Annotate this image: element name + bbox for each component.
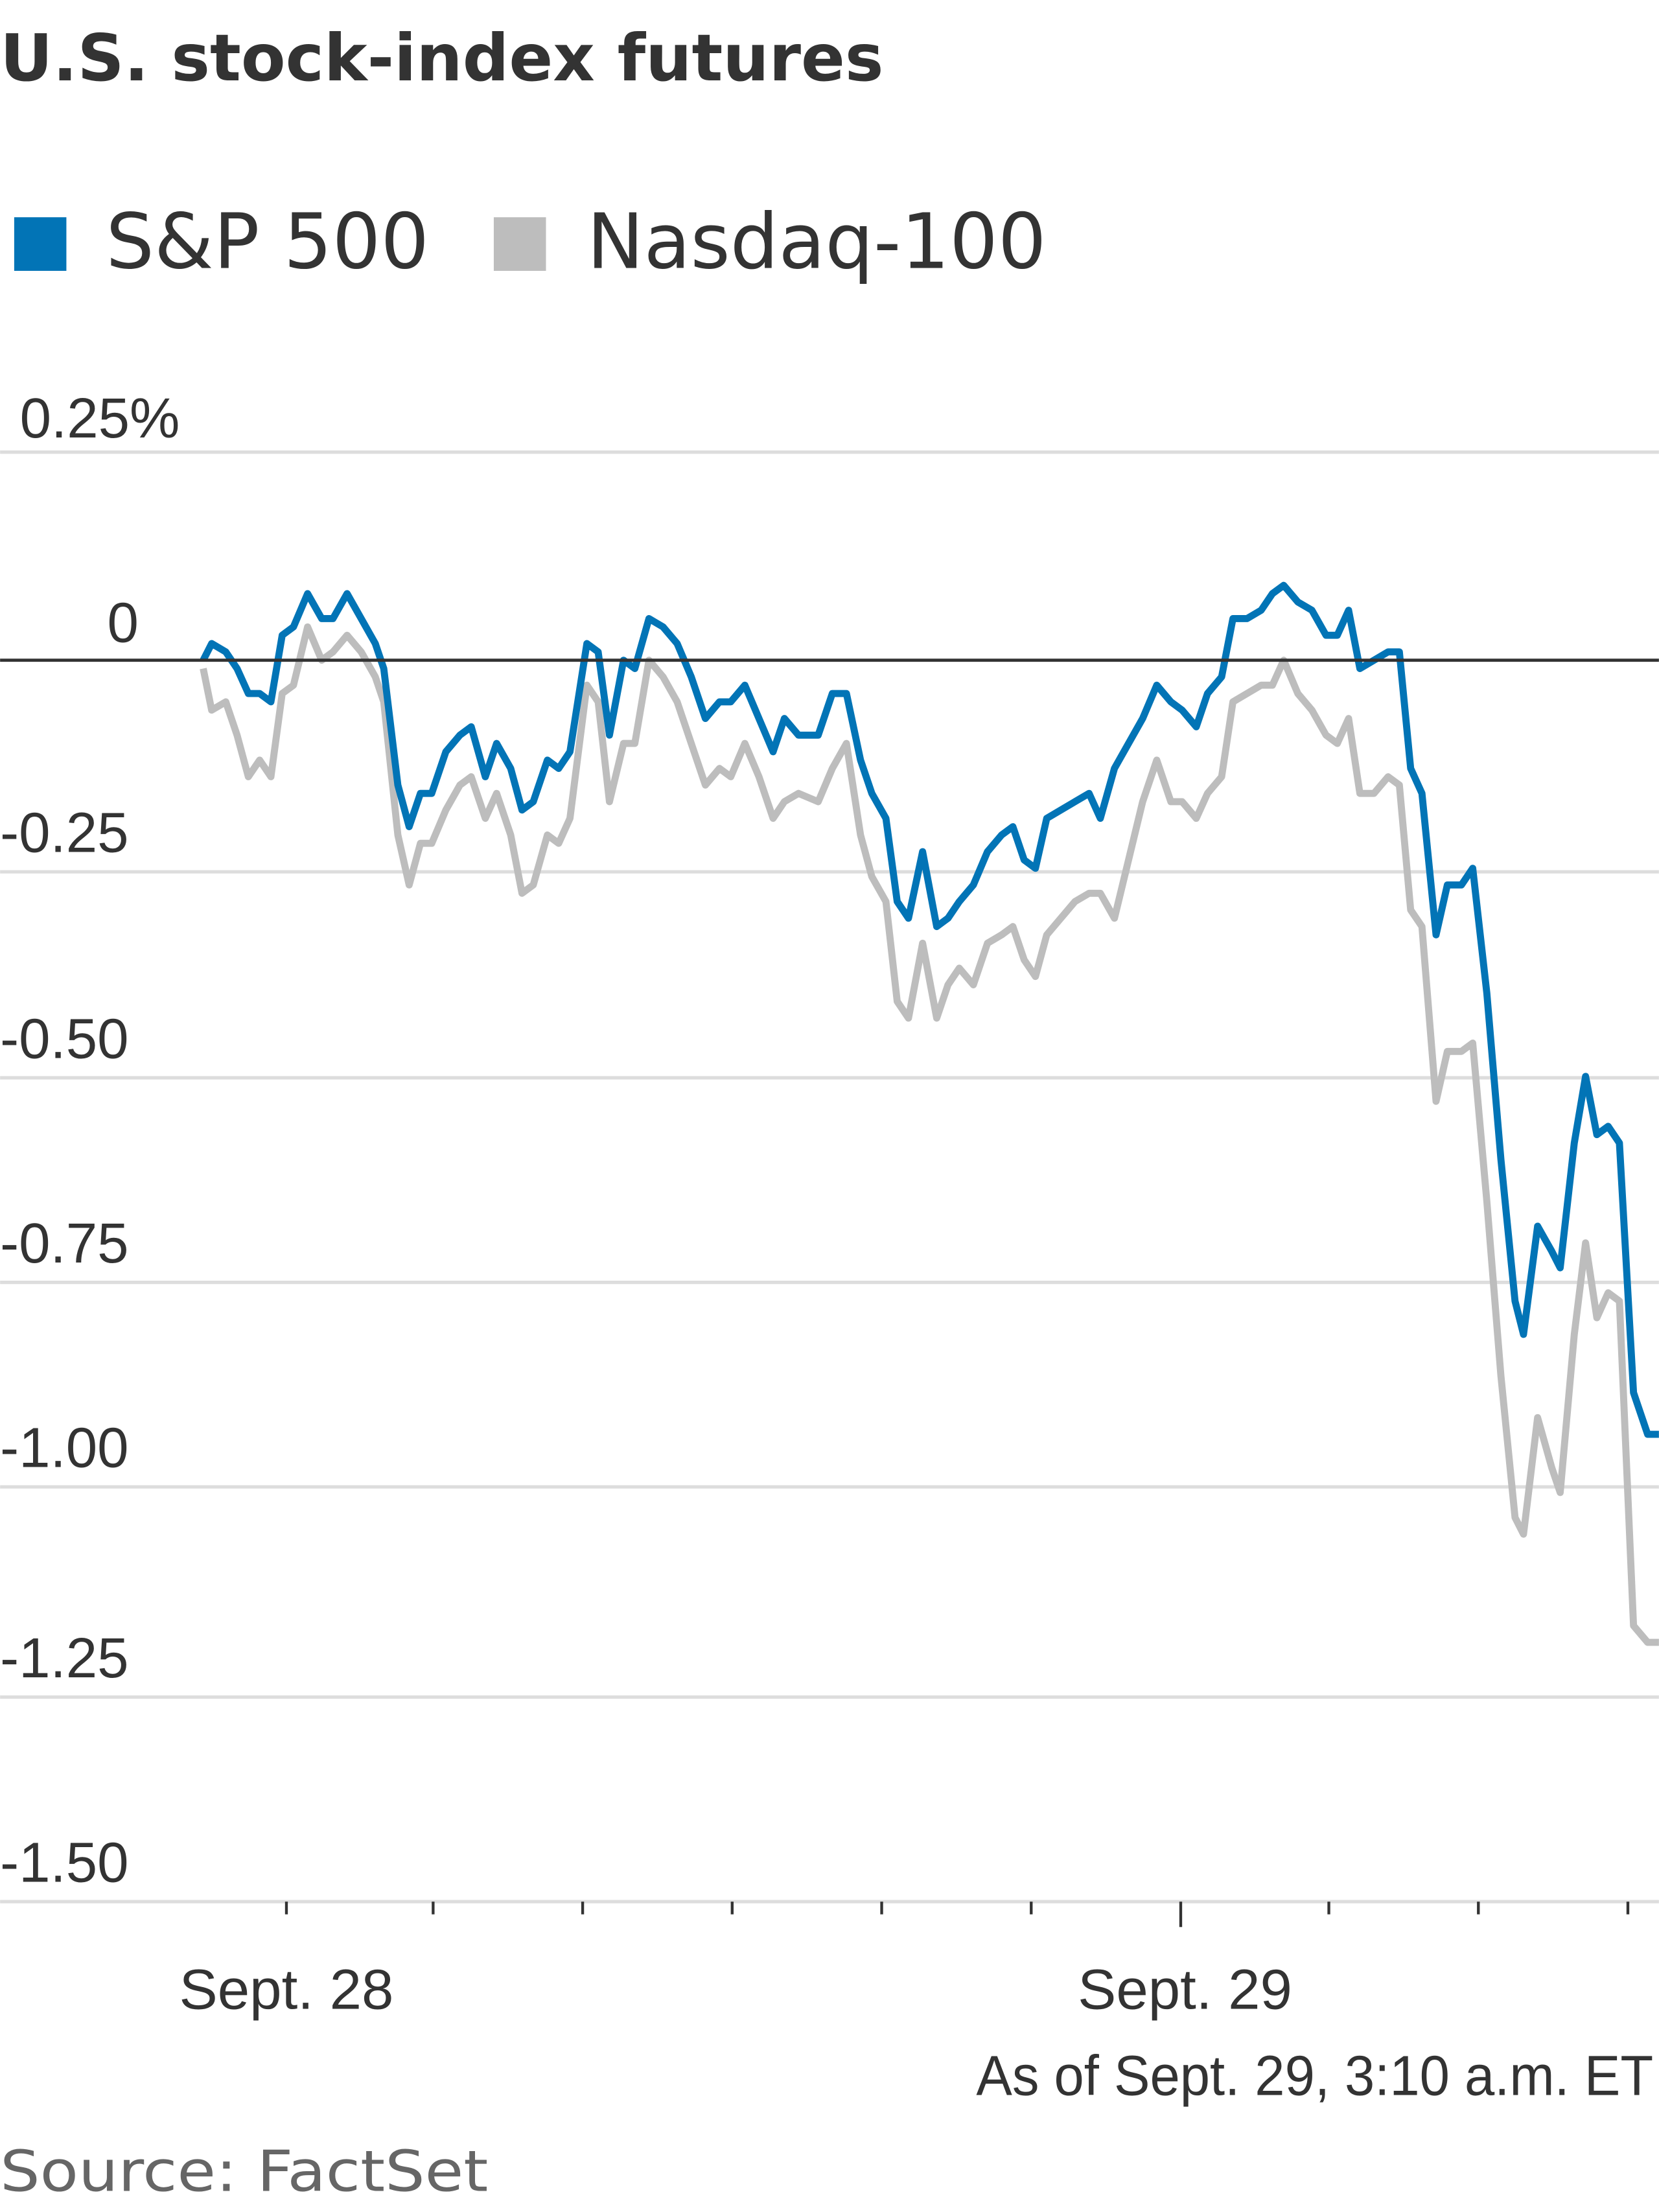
y-tick-label: -1.00 <box>0 1417 128 1480</box>
y-tick-label: -1.25 <box>0 1627 128 1690</box>
y-tick-label: 0 <box>108 591 139 654</box>
x-tick-label-sept28: Sept. 28 <box>180 1959 394 2021</box>
y-tick-label: -0.50 <box>0 1007 128 1070</box>
x-tick-label-sept29: Sept. 29 <box>1078 1959 1292 2021</box>
sp500-line <box>200 581 1659 1438</box>
source-note: Source: FactSet <box>0 2138 488 2204</box>
legend-item-sp500: S&P 500 <box>14 198 429 286</box>
legend: S&P 500 Nasdaq-100 <box>14 198 1047 286</box>
as-of-note: As of Sept. 29, 3:10 a.m. ET <box>976 2044 1653 2107</box>
legend-label-sp500: S&P 500 <box>106 198 429 286</box>
y-axis-labels: 0.25% 0 -0.25 -0.50 -0.75 -1.00 -1.25 -1… <box>0 387 180 1894</box>
legend-label-nasdaq100: Nasdaq-100 <box>587 198 1047 286</box>
nasdaq100-line <box>200 623 1659 1646</box>
gridlines <box>0 450 1659 1903</box>
y-tick-label: -0.25 <box>0 802 128 865</box>
nasdaq100-swatch-icon <box>493 217 546 271</box>
y-tick-label: 0.25% <box>20 387 180 450</box>
sp500-swatch-icon <box>14 217 67 271</box>
chart-title: U.S. stock-index futures <box>0 20 883 96</box>
x-axis-ticks <box>284 1902 1630 1927</box>
legend-item-nasdaq100: Nasdaq-100 <box>493 198 1047 286</box>
y-tick-label: -1.50 <box>0 1832 128 1894</box>
y-tick-label: -0.75 <box>0 1212 128 1275</box>
